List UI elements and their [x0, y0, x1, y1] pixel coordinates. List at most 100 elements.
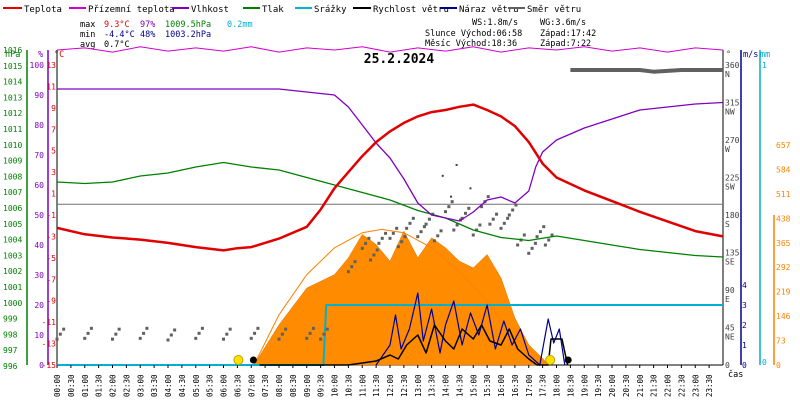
temp-tick-label: 11: [46, 82, 56, 91]
wind-direction-point: [535, 235, 539, 239]
humidity-tick-label: 90: [34, 91, 44, 100]
wind-direction-point: [480, 205, 484, 209]
wind-direction-point: [447, 205, 451, 209]
wind-direction-point: [488, 222, 492, 226]
info-moon-set: Západ:7:22: [540, 39, 591, 49]
solar-tick-label: 292: [776, 263, 791, 272]
time-tick-label: 20:00: [608, 374, 617, 397]
time-tick-label: 08:00: [275, 374, 284, 397]
wind-direction-point: [89, 326, 93, 330]
temp-tick-label: 9: [51, 104, 56, 113]
time-tick-label: 11:30: [372, 374, 381, 397]
legend-label-rain: Srážky: [314, 5, 347, 15]
wind-direction-point: [400, 240, 404, 244]
wind-direction-point: [424, 222, 428, 226]
stats-max-label: max: [80, 20, 95, 30]
wind-direction-point: [522, 233, 526, 237]
wind-direction-point: [86, 331, 90, 335]
time-tick-label: 19:00: [580, 374, 589, 397]
wind-direction-point: [367, 236, 371, 240]
time-tick-label: 22:30: [677, 374, 686, 397]
humidity-tick-label: 70: [34, 151, 44, 160]
temp-tick-label: 13: [46, 61, 56, 70]
temp-tick-label: -5: [46, 254, 56, 263]
time-tick-label: 17:30: [539, 374, 548, 397]
time-tick-label: 03:30: [150, 374, 159, 397]
temp-tick-label: 1: [51, 190, 56, 199]
stats-avg-temp: 0.7°C: [104, 40, 130, 50]
temperature-line: [56, 103, 724, 252]
solar-tick-label: 73: [776, 337, 786, 346]
data-series: [55, 46, 724, 366]
wind-direction-point: [200, 326, 204, 330]
wind-direction-point: [469, 187, 472, 190]
wind-direction-point: [311, 326, 315, 330]
info-sun-rise: Slunce Východ:06:58: [425, 29, 522, 39]
time-tick-label: 03:00: [136, 374, 145, 397]
direction-tick-label: NE: [725, 333, 735, 342]
pressure-tick-label: 1001: [3, 283, 22, 292]
time-tick-label: 07:00: [247, 374, 256, 397]
unit-celsius: °C: [54, 50, 64, 60]
time-tick-label: 07:30: [261, 374, 270, 397]
wind-direction-point: [256, 326, 260, 330]
wind-direction-point: [322, 332, 326, 336]
info-sun-set: Západ:17:42: [540, 29, 596, 39]
pressure-tick-label: 997: [3, 346, 18, 355]
wind-direction-point: [369, 258, 373, 262]
wind-direction-point: [325, 327, 329, 331]
stats-max-temp: 9.3°C: [104, 20, 130, 30]
pressure-tick-label: 1010: [3, 141, 22, 150]
legend-label-temperature: Teplota: [24, 5, 62, 15]
time-tick-label: 13:30: [428, 374, 437, 397]
wind-direction-point: [419, 230, 423, 234]
direction-tick-label: 90: [725, 286, 735, 295]
wind-direction-point: [533, 241, 537, 245]
rain-tick-label: 0: [762, 358, 767, 367]
wind-direction-point: [380, 236, 384, 240]
stats-block: max 9.3°C 97% 1009.5hPa 0.2mm min -4.4°C…: [80, 20, 253, 50]
wind-direction-point: [391, 231, 395, 235]
pressure-tick-label: 999: [3, 315, 18, 324]
wind-direction-point: [543, 243, 547, 247]
direction-tick-label: 315: [725, 99, 740, 108]
time-tick-label: 06:30: [233, 374, 242, 397]
time-tick-label: 20:30: [622, 374, 631, 397]
time-tick-label: 01:00: [81, 374, 90, 397]
sun-markers: [233, 355, 572, 365]
wind-direction-point: [455, 223, 459, 227]
time-tick-label: 19:30: [594, 374, 603, 397]
time-tick-label: 12:30: [400, 374, 409, 397]
solar-tick-label: 657: [776, 141, 791, 150]
humidity-tick-label: 40: [34, 241, 44, 250]
pressure-tick-label: 1011: [3, 125, 22, 134]
time-tick-label: 23:00: [691, 374, 700, 397]
stats-avg-label: avg: [80, 40, 95, 50]
time-axis-label: čas: [728, 369, 743, 380]
time-tick-label: 18:00: [553, 374, 562, 397]
wind-direction-point: [225, 332, 229, 336]
direction-tick-label: 180: [725, 211, 740, 220]
direction-tick-label: 360: [725, 61, 740, 70]
solar-tick-label: 146: [776, 312, 791, 321]
wind-direction-point: [277, 337, 281, 341]
wind-direction-point: [516, 243, 520, 247]
wind-direction-point: [439, 229, 443, 233]
wind-direction-point: [194, 336, 198, 340]
direction-tick-label: 45: [725, 324, 735, 333]
stats-min-temp: -4.4°C: [104, 30, 135, 40]
humidity-tick-label: 80: [34, 121, 44, 130]
time-tick-label: 21:00: [636, 374, 645, 397]
rain-tick-label: 1: [762, 61, 767, 70]
wind-direction-point: [249, 336, 253, 340]
humidity-tick-label: 50: [34, 211, 44, 220]
direction-tick-label: 225: [725, 174, 740, 183]
chart-title: 25.2.2024: [364, 52, 435, 67]
humidity-tick-label: 30: [34, 271, 44, 280]
solar-tick-label: 511: [776, 190, 791, 199]
legend-label-ground-temp: Přízemní teplota: [88, 5, 175, 15]
time-tick-label: 21:30: [650, 374, 659, 397]
wind-direction-point: [111, 337, 114, 341]
wind-direction-point: [450, 195, 453, 198]
time-tick-label: 14:00: [442, 374, 451, 397]
